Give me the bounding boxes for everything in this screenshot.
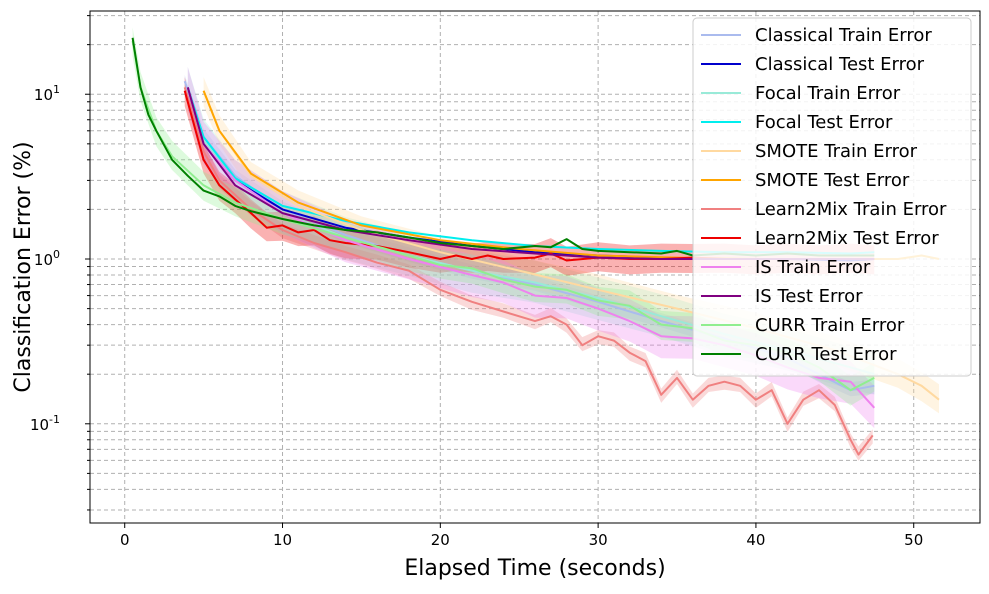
legend-label-is-train-error: IS Train Error [755, 257, 871, 278]
x-axis-title: Elapsed Time (seconds) [404, 556, 665, 581]
y-tick-label: 10-1 [30, 413, 60, 434]
y-axis-title: Classification Error (%) [11, 141, 36, 392]
legend-label-curr-test-error: CURR Test Error [755, 344, 897, 365]
legend-box [692, 17, 972, 377]
x-tick-label: 50 [904, 531, 923, 549]
legend-label-classical-train-error: Classical Train Error [755, 25, 932, 46]
x-tick-label: 10 [273, 531, 292, 549]
legend-label-focal-test-error: Focal Test Error [755, 112, 893, 133]
legend: Classical Train Error Classical Test Erro… [692, 17, 972, 377]
learn2mix-train-error-line [183, 87, 874, 456]
x-tick-label: 20 [431, 531, 450, 549]
legend-label-learn2mix-train-error: Learn2Mix Train Error [755, 199, 947, 220]
y-tick-label: 100 [34, 248, 60, 269]
legend-label-is-test-error: IS Test Error [755, 286, 863, 307]
x-tick-label: 40 [746, 531, 765, 549]
axis-ticks: 0 10 20 30 40 50 10-1 100 101 [30, 15, 923, 549]
legend-label-smote-test-error: SMOTE Test Error [755, 170, 910, 191]
legend-label-classical-test-error: Classical Test Error [755, 54, 925, 75]
legend-label-curr-train-error: CURR Train Error [755, 315, 905, 336]
y-tick-label: 101 [34, 83, 60, 104]
legend-label-learn2mix-test-error: Learn2Mix Test Error [755, 228, 939, 249]
x-tick-label: 30 [589, 531, 608, 549]
legend-label-focal-train-error: Focal Train Error [755, 83, 901, 104]
legend-label-smote-train-error: SMOTE Train Error [755, 141, 918, 162]
x-tick-label: 0 [120, 531, 130, 549]
